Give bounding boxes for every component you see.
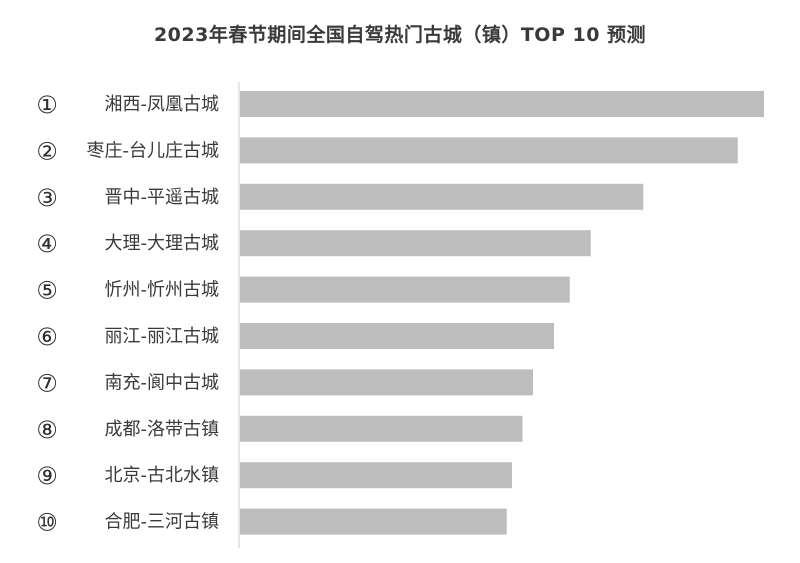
rank-label: ⑤: [36, 277, 58, 305]
category-label: 北京-古北水镇: [105, 465, 220, 486]
category-label: 合肥-三河古镇: [105, 512, 220, 533]
rank-label: ⑧: [36, 416, 58, 444]
rank-label: ②: [36, 137, 58, 165]
category-label: 湘西-凤凰古城: [105, 94, 220, 115]
category-label: 枣庄-台儿庄古城: [87, 140, 220, 161]
rank-label: ③: [36, 184, 58, 212]
rank-label: ④: [36, 230, 58, 258]
bar: [240, 369, 533, 396]
category-label: 成都-洛带古镇: [105, 419, 220, 440]
category-label: 忻州-忻州古城: [105, 280, 220, 301]
bar: [240, 276, 570, 303]
bar: [240, 91, 764, 117]
chart-title: 2023年春节期间全国自驾热门古城（镇）TOP 10 预测: [153, 24, 647, 46]
rank-label: ⑥: [36, 323, 58, 351]
rank-label: ⑦: [36, 369, 58, 397]
category-label: 南充-阆中古城: [105, 372, 220, 393]
bar: [240, 183, 644, 210]
rank-label: ①: [36, 91, 58, 119]
bar: [240, 323, 554, 349]
bar: [240, 230, 591, 257]
bar: [240, 137, 738, 164]
category-label: 晋中-平遥古城: [105, 187, 220, 208]
bar: [240, 415, 523, 442]
rank-label: ⑩: [36, 509, 58, 537]
category-label: 大理-大理古城: [105, 233, 220, 254]
bar: [240, 508, 507, 535]
category-label: 丽江-丽江古城: [105, 326, 220, 347]
rank-label: ⑨: [36, 462, 58, 490]
bar: [240, 462, 512, 489]
